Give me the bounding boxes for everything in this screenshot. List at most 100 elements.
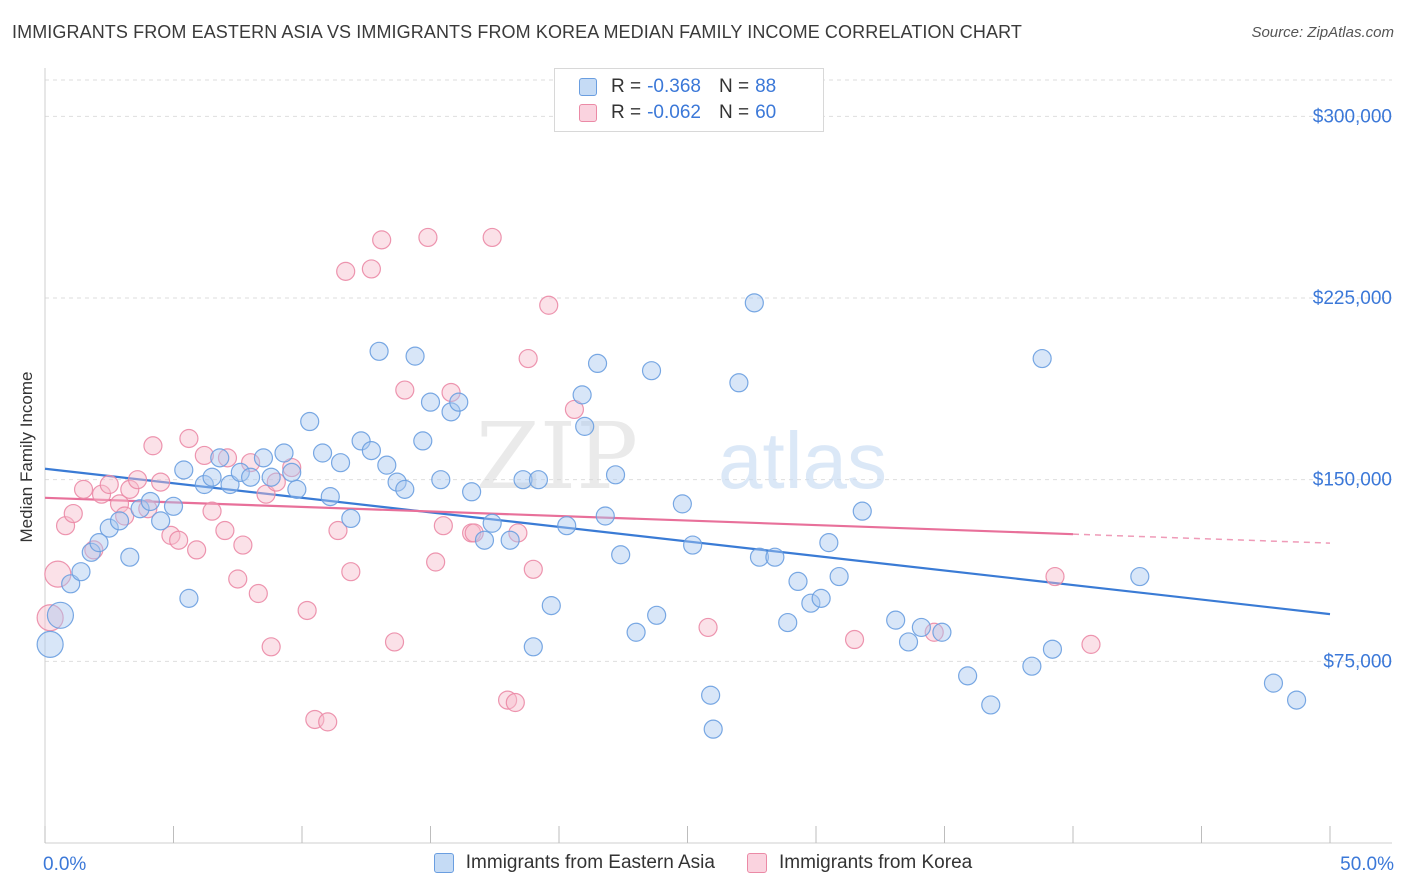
point-korea bbox=[179, 428, 199, 449]
point-korea bbox=[217, 448, 238, 468]
legend-item-eastern-asia: Immigrants from Eastern Asia bbox=[433, 852, 715, 874]
point-korea bbox=[241, 453, 261, 473]
point-eastern-asia bbox=[595, 506, 615, 526]
point-eastern-asia bbox=[71, 562, 91, 582]
y-axis-label: Median Family Income bbox=[17, 371, 36, 542]
point-eastern-asia bbox=[829, 566, 849, 587]
point-korea bbox=[55, 516, 76, 536]
point-eastern-asia bbox=[109, 511, 130, 531]
point-korea bbox=[261, 637, 281, 657]
point-eastern-asia bbox=[672, 494, 692, 514]
point-korea bbox=[138, 499, 158, 519]
point-eastern-asia bbox=[420, 392, 441, 412]
point-korea bbox=[433, 516, 453, 536]
point-eastern-asia bbox=[801, 593, 821, 613]
point-eastern-asia bbox=[500, 530, 520, 550]
point-korea bbox=[297, 600, 317, 621]
point-eastern-asia bbox=[151, 511, 171, 531]
point-eastern-asia bbox=[528, 470, 549, 490]
point-eastern-asia bbox=[300, 411, 320, 432]
x-axis bbox=[44, 68, 1392, 844]
point-korea bbox=[91, 484, 112, 504]
point-korea bbox=[844, 629, 865, 650]
point-korea bbox=[63, 503, 83, 524]
point-korea bbox=[336, 261, 356, 281]
point-eastern-asia bbox=[241, 467, 261, 487]
data-points bbox=[36, 227, 1307, 739]
point-eastern-asia bbox=[441, 402, 461, 422]
point-eastern-asia bbox=[523, 637, 543, 657]
point-korea bbox=[418, 227, 438, 248]
watermark-zip: ZIP bbox=[476, 403, 638, 510]
point-eastern-asia bbox=[958, 666, 978, 686]
point-eastern-asia bbox=[351, 431, 371, 451]
point-eastern-asia bbox=[413, 431, 433, 451]
point-korea bbox=[482, 227, 502, 248]
point-korea bbox=[318, 712, 338, 732]
point-korea bbox=[36, 604, 64, 632]
point-eastern-asia bbox=[626, 622, 646, 642]
r-value: -0.062 bbox=[647, 102, 701, 123]
point-eastern-asia bbox=[683, 535, 703, 555]
series-legend: Immigrants from Eastern Asia Immigrants … bbox=[0, 852, 1406, 874]
point-eastern-asia bbox=[765, 547, 785, 567]
point-korea bbox=[143, 436, 163, 456]
source-label: Source: ZipAtlas.com bbox=[1251, 24, 1394, 41]
point-eastern-asia bbox=[1032, 348, 1052, 369]
point-eastern-asia bbox=[81, 542, 101, 562]
legend-item-korea: Immigrants from Korea bbox=[746, 852, 973, 874]
point-eastern-asia bbox=[341, 508, 361, 529]
point-eastern-asia bbox=[377, 455, 397, 475]
point-eastern-asia bbox=[587, 353, 608, 373]
legend-label: Immigrants from Korea bbox=[778, 852, 973, 873]
point-korea bbox=[372, 230, 392, 250]
point-eastern-asia bbox=[89, 533, 109, 553]
point-eastern-asia bbox=[274, 443, 294, 463]
tick-labels: $75,000 $150,000 $225,000 $300,000 0.0% 50.0% bbox=[43, 106, 1394, 875]
pink-swatch bbox=[579, 104, 597, 122]
point-eastern-asia bbox=[230, 462, 250, 482]
blue-swatch bbox=[579, 78, 597, 96]
n-value: 60 bbox=[755, 102, 777, 123]
point-korea bbox=[508, 523, 528, 543]
watermark-atlas: atlas bbox=[718, 416, 887, 505]
y-tick-label: $150,000 bbox=[1313, 470, 1392, 491]
point-eastern-asia bbox=[788, 571, 808, 592]
point-korea bbox=[384, 632, 405, 652]
point-korea bbox=[426, 552, 446, 572]
pink-swatch bbox=[746, 853, 767, 873]
point-korea bbox=[248, 583, 268, 604]
point-eastern-asia bbox=[778, 612, 798, 633]
point-korea bbox=[233, 535, 253, 555]
n-label: N = bbox=[718, 102, 750, 123]
point-eastern-asia bbox=[210, 448, 230, 468]
point-korea bbox=[464, 523, 484, 543]
n-label: N = bbox=[718, 76, 750, 97]
blue-swatch bbox=[433, 853, 454, 873]
point-eastern-asia bbox=[312, 443, 333, 463]
legend-label: Immigrants from Eastern Asia bbox=[465, 852, 715, 873]
point-eastern-asia bbox=[513, 470, 533, 490]
point-eastern-asia bbox=[163, 496, 184, 516]
point-eastern-asia bbox=[287, 479, 307, 499]
point-eastern-asia bbox=[369, 341, 389, 361]
point-korea bbox=[328, 520, 348, 541]
point-eastern-asia bbox=[253, 448, 274, 468]
point-eastern-asia bbox=[1042, 639, 1063, 659]
r-value: -0.368 bbox=[647, 76, 701, 97]
point-korea bbox=[228, 569, 248, 589]
point-eastern-asia bbox=[482, 513, 502, 533]
point-eastern-asia bbox=[541, 596, 561, 616]
point-eastern-asia bbox=[1286, 690, 1307, 710]
point-eastern-asia bbox=[405, 346, 425, 366]
point-eastern-asia bbox=[749, 547, 770, 567]
point-korea bbox=[1045, 566, 1065, 587]
point-eastern-asia bbox=[744, 293, 764, 313]
point-eastern-asia bbox=[575, 416, 595, 436]
point-korea bbox=[169, 530, 189, 550]
stats-row-eastern-asia: R = -0.368 N = 88 bbox=[579, 75, 776, 99]
point-eastern-asia bbox=[140, 491, 160, 512]
point-eastern-asia bbox=[898, 632, 919, 652]
point-eastern-asia bbox=[819, 533, 839, 553]
stats-legend: R = -0.368 N = 88 R = -0.062 N = 60 bbox=[554, 68, 824, 132]
